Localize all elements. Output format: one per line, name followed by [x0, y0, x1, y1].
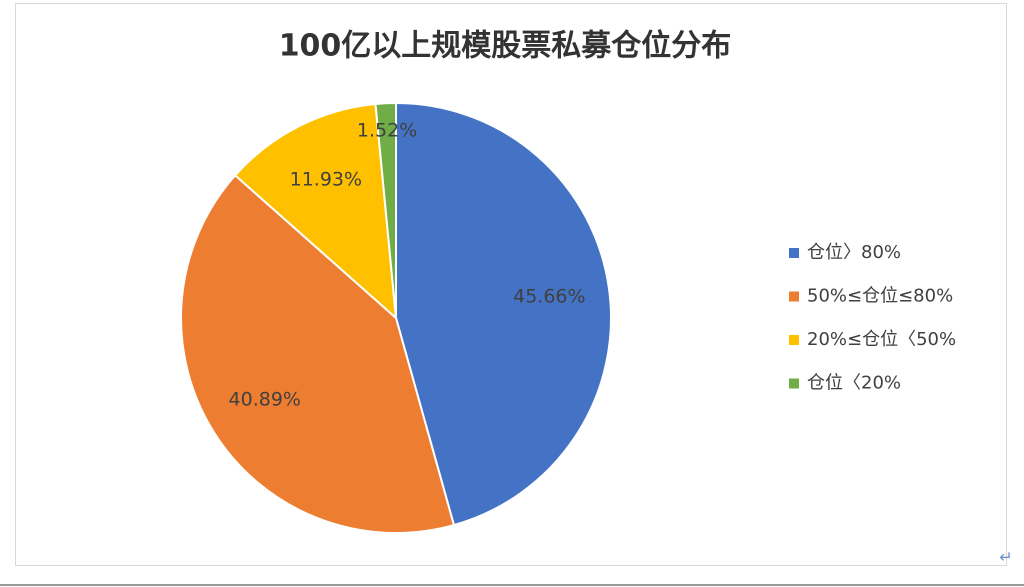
value-label: 40.89%	[229, 389, 301, 411]
legend-swatch	[789, 291, 799, 302]
return-mark: ↵	[999, 548, 1012, 567]
legend-swatch	[789, 248, 799, 258]
legend-swatch	[789, 335, 799, 345]
pie-slice	[374, 101, 397, 319]
pie-slice	[395, 101, 612, 527]
pie-slice	[180, 173, 456, 534]
value-label: 11.93%	[290, 169, 362, 191]
value-label: 45.66%	[513, 285, 585, 307]
legend-swatch	[789, 378, 799, 389]
legend-label: 20%≤仓位〈50%	[807, 329, 956, 350]
chart-title: 100亿以上规模股票私募仓位分布	[279, 29, 732, 64]
legend-label: 仓位〈20%	[807, 373, 901, 394]
value-label: 1.52%	[357, 120, 417, 142]
legend-label: 仓位〉80%	[807, 242, 901, 263]
pie-slice	[233, 102, 398, 321]
legend-label: 50%≤仓位≤80%	[807, 286, 953, 307]
